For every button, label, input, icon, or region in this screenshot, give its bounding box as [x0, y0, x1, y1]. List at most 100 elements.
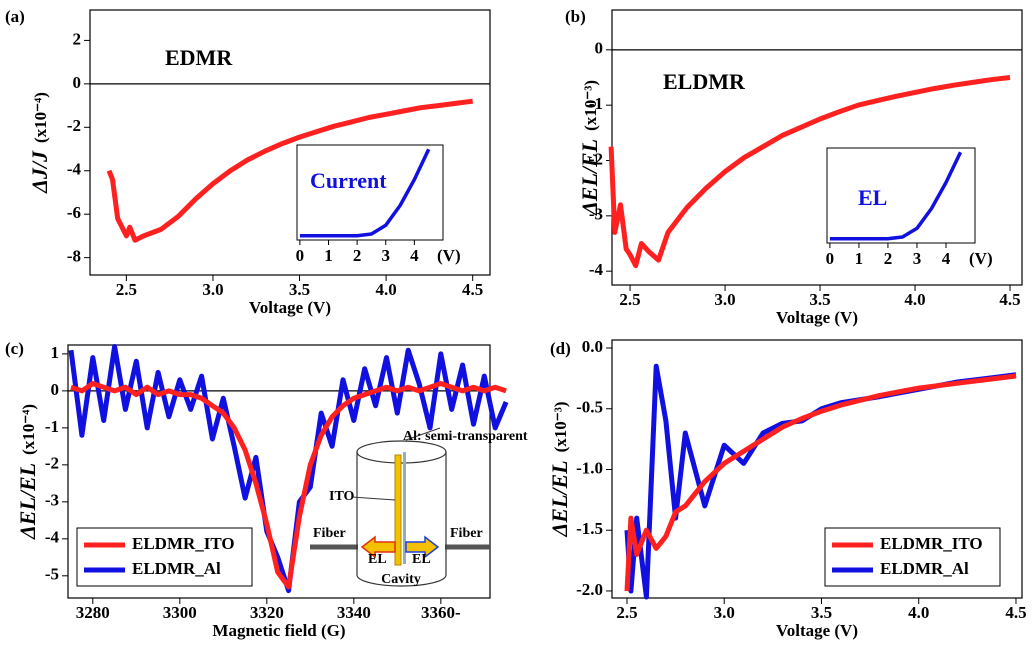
y-tick-label: 1	[51, 343, 60, 362]
inset-tick-label: 0	[826, 249, 835, 268]
annotation: EDMR	[165, 45, 233, 70]
arrow	[405, 535, 440, 559]
data-line	[68, 344, 509, 594]
x-tick-label: 4.5	[462, 280, 483, 299]
y-axis-unit: (x10⁻⁴)	[19, 404, 38, 455]
inset-tick-label: 1	[324, 246, 333, 265]
x-tick-label: 3300	[163, 603, 197, 622]
inset-unit: (V)	[969, 249, 993, 268]
y-tick-label: -3	[45, 491, 59, 510]
legend-label: ELDMR_ITO	[132, 534, 235, 553]
y-axis-label: ΔJ/J (x10⁻⁴)	[27, 92, 52, 194]
x-tick-label: 3.5	[809, 290, 830, 309]
data-line	[608, 75, 1011, 269]
plot-frame	[89, 9, 491, 276]
inset-tick-label: 2	[884, 249, 893, 268]
inset-tick-label: 0	[296, 246, 305, 265]
y-tick-label: -0.5	[576, 398, 603, 417]
x-axis-label: Voltage (V)	[776, 621, 858, 640]
y-tick-label: -4	[589, 260, 604, 279]
y-tick-label: -2.0	[576, 580, 603, 599]
inset-unit: (V)	[437, 246, 461, 265]
panel-label: (a)	[5, 7, 25, 26]
y-axis-title: ΔEL/EL	[15, 463, 40, 540]
annotation: ELDMR	[663, 69, 746, 94]
x-tick-label: 3280	[76, 603, 110, 622]
y-tick-label: -2	[45, 454, 59, 473]
x-tick-label: 4.0	[904, 290, 925, 309]
diagram-label: EL	[368, 552, 387, 567]
y-tick-label: -4	[45, 528, 60, 547]
diagram-label: Cavity	[381, 572, 421, 587]
x-tick-label: 3.5	[811, 603, 832, 622]
legend-box	[76, 527, 253, 587]
x-tick-label: 2.5	[619, 290, 640, 309]
diagram-label: EL	[412, 552, 431, 567]
inset-line	[299, 148, 431, 238]
panel-label: (b)	[565, 7, 586, 26]
y-axis-unit: (x10⁻³)	[581, 80, 600, 131]
pointer	[405, 427, 441, 441]
y-tick-label: -6	[67, 203, 81, 222]
y-axis-label: ΔEL/EL (x10⁻³)	[547, 401, 572, 537]
y-tick-label: 2	[73, 29, 82, 48]
data-line	[624, 373, 1017, 592]
x-tick-label: 4.5	[1005, 603, 1026, 622]
inset-frame	[826, 147, 976, 244]
cylinder-bottom	[356, 574, 447, 587]
y-tick-label: -1	[589, 94, 603, 113]
y-tick-label: 0	[51, 380, 60, 399]
plot-frame	[67, 344, 491, 599]
arrow	[360, 535, 396, 559]
legend-box	[824, 527, 1001, 587]
y-tick-label: -3	[589, 205, 603, 224]
legend-label: ELDMR_ITO	[880, 534, 983, 553]
inset-frame	[296, 144, 444, 241]
y-tick-label: -2	[67, 116, 81, 135]
y-axis-title: ΔJ/J	[27, 150, 52, 194]
x-tick-label: 3.5	[289, 280, 310, 299]
x-tick-label: 2.5	[616, 603, 637, 622]
diagram-label: ITO	[329, 489, 355, 504]
x-tick-label: 4.5	[999, 290, 1020, 309]
y-tick-label: -1	[45, 417, 59, 436]
x-tick-label: 4.0	[908, 603, 929, 622]
y-tick-label: 0	[595, 39, 604, 58]
y-tick-label: -5	[45, 565, 59, 584]
diagram-label: Fiber	[313, 526, 346, 541]
y-tick-label: -4	[67, 160, 82, 179]
inset-tick-label: 3	[913, 249, 922, 268]
y-tick-label: 0.0	[582, 337, 603, 356]
y-tick-label: -2	[589, 149, 603, 168]
y-axis-unit: (x10⁻³)	[551, 401, 570, 452]
y-axis-label: ΔEL/EL (x10⁻³)	[577, 80, 602, 216]
x-tick-label: 3.0	[202, 280, 223, 299]
ito-plate	[394, 454, 402, 566]
inset-tick-label: 1	[855, 249, 864, 268]
x-tick-label: 3340	[337, 603, 371, 622]
diagram-label: Fiber	[450, 526, 483, 541]
legend-label: ELDMR_Al	[880, 559, 969, 578]
x-tick-label: 3.0	[714, 290, 735, 309]
inset-label: EL	[858, 185, 887, 210]
y-tick-label: -1.0	[576, 458, 603, 477]
x-tick-label: 3320	[250, 603, 284, 622]
cavity-diagram: Al: semi-transparent ITO Fiber EL EL Fib…	[310, 427, 528, 587]
x-axis-label: Voltage (V)	[776, 308, 858, 327]
x-tick-label: 4.0	[375, 280, 396, 299]
y-tick-label: 0	[73, 73, 82, 92]
al-plate	[403, 452, 406, 564]
y-axis-label: ΔEL/EL (x10⁻⁴)	[15, 404, 40, 540]
legend-label: ELDMR_Al	[132, 559, 221, 578]
inset-tick-label: 2	[353, 246, 362, 265]
x-tick-label: 3360-	[421, 603, 461, 622]
inset-tick-label: 3	[381, 246, 390, 265]
y-tick-label: -8	[67, 247, 81, 266]
inset-line	[829, 151, 963, 241]
y-axis-title: ΔEL/EL	[547, 460, 572, 537]
x-tick-label: 2.5	[116, 280, 137, 299]
x-axis-label: Magnetic field (G)	[212, 621, 345, 640]
diagram-label: Al: semi-transparent	[403, 429, 528, 444]
data-line	[106, 98, 474, 243]
